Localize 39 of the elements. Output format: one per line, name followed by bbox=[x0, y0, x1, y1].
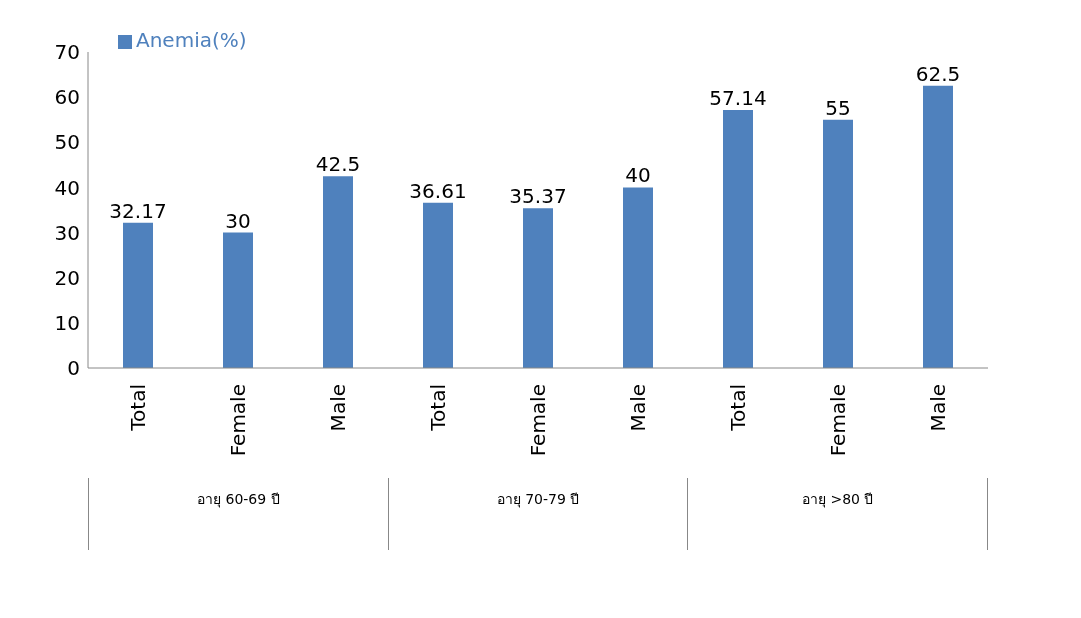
text: อายุ 60-69 ปี bbox=[88, 478, 388, 550]
bar bbox=[123, 222, 153, 368]
x-tick-label: Total bbox=[126, 384, 150, 432]
bar bbox=[723, 110, 753, 368]
legend-label: Anemia(%) bbox=[136, 28, 247, 52]
x-tick-label: Total bbox=[726, 384, 750, 432]
x-tick-label: Female bbox=[526, 384, 550, 457]
bar bbox=[223, 232, 253, 368]
data-label: 32.17 bbox=[109, 198, 167, 223]
data-label: 57.14 bbox=[709, 86, 767, 111]
x-tick-label: Female bbox=[826, 384, 850, 457]
data-label: 42.5 bbox=[315, 152, 361, 177]
x-tick-label: Female bbox=[226, 384, 250, 457]
bar bbox=[423, 202, 453, 368]
data-label: 40 bbox=[625, 163, 651, 188]
data-label: 62.5 bbox=[915, 61, 961, 86]
bar bbox=[323, 176, 353, 368]
text: อายุ 70-79 ปี bbox=[387, 478, 688, 550]
bar bbox=[523, 208, 553, 368]
bar bbox=[823, 119, 853, 368]
y-tick-label: 50 bbox=[54, 130, 80, 155]
x-tick-label: Total bbox=[426, 384, 450, 432]
y-tick-label: 40 bbox=[54, 175, 80, 200]
y-tick-label: 70 bbox=[54, 40, 80, 65]
data-label: 55 bbox=[825, 95, 851, 120]
x-tick-label: Male bbox=[326, 384, 350, 432]
text: อายุ >80 ปี bbox=[687, 478, 989, 550]
bar bbox=[923, 85, 953, 368]
x-tick-label: Male bbox=[626, 384, 650, 432]
y-tick-label: 20 bbox=[54, 265, 80, 290]
data-label: 30 bbox=[225, 208, 251, 233]
data-label: 36.61 bbox=[409, 178, 467, 203]
y-tick-label: 30 bbox=[54, 220, 80, 245]
y-tick-label: 0 bbox=[67, 356, 80, 381]
bar bbox=[623, 187, 653, 368]
y-tick-label: 60 bbox=[54, 85, 80, 110]
x-tick-label: Male bbox=[926, 384, 950, 432]
data-label: 35.37 bbox=[509, 184, 567, 209]
y-tick-label: 10 bbox=[54, 310, 80, 335]
